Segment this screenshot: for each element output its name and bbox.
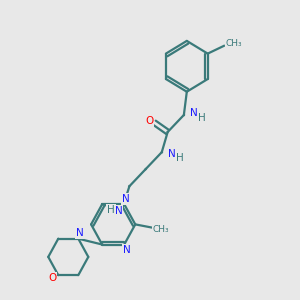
Text: N: N	[122, 194, 130, 204]
Text: N: N	[76, 228, 84, 238]
Text: N: N	[168, 149, 176, 159]
Text: O: O	[48, 273, 56, 283]
Text: N: N	[190, 108, 198, 118]
Text: N: N	[115, 206, 122, 216]
Text: O: O	[145, 116, 153, 126]
Text: N: N	[123, 245, 131, 255]
Text: H: H	[107, 205, 115, 214]
Text: CH₃: CH₃	[225, 39, 242, 48]
Text: CH₃: CH₃	[153, 226, 169, 235]
Text: H: H	[176, 153, 184, 164]
Text: H: H	[198, 113, 206, 123]
